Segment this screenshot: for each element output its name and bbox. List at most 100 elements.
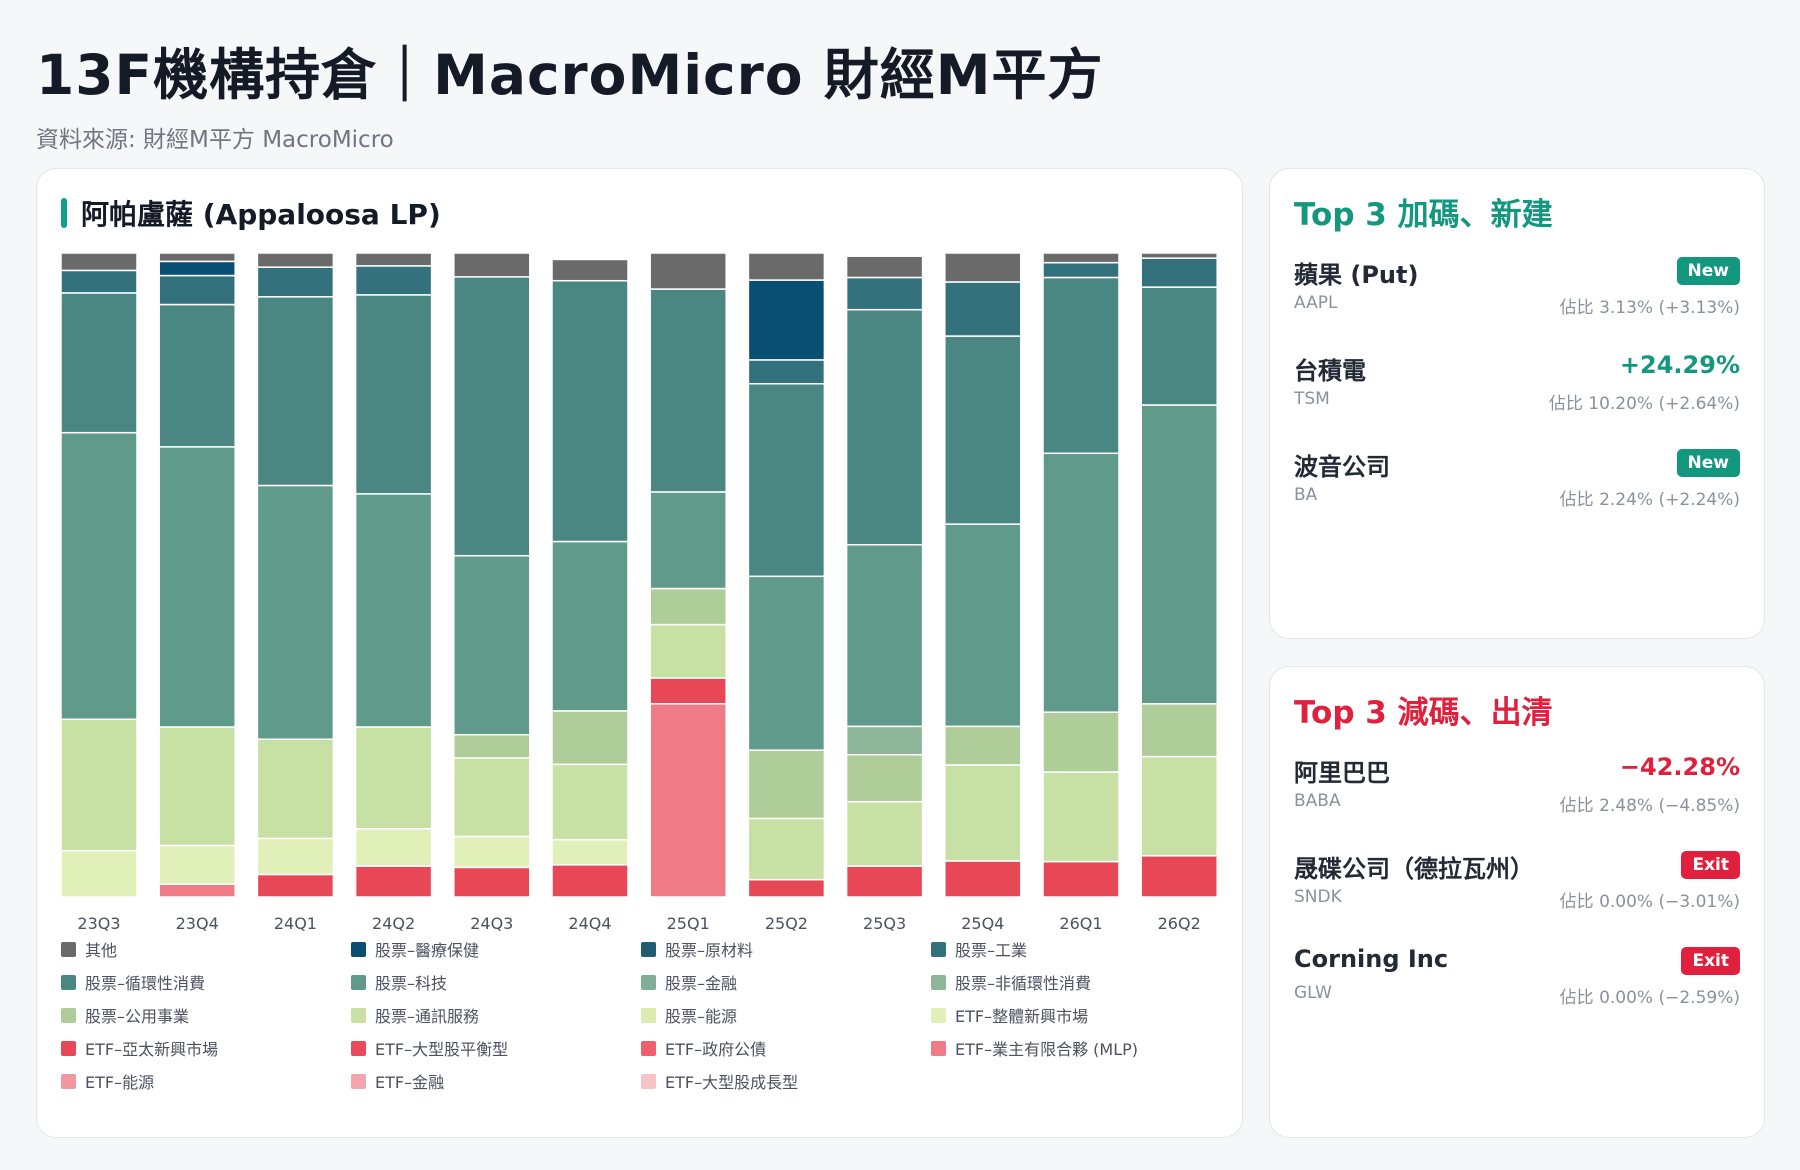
bar-segment[interactable] [845,800,924,867]
bar-segment[interactable] [1042,276,1120,455]
bar-segment[interactable] [845,308,924,546]
bar-segment[interactable] [1042,252,1120,264]
bar-segment[interactable] [944,764,1022,862]
bar-segment[interactable] [1042,860,1120,898]
bar-segment[interactable] [845,725,924,756]
bar-segment[interactable] [1042,452,1120,713]
bar-segment[interactable] [1042,711,1120,773]
bar-segment[interactable] [453,733,531,759]
bar-segment[interactable] [60,269,138,294]
bar-segment[interactable] [551,838,629,866]
legend-item[interactable]: 股票–能源 [641,1003,737,1027]
bar-segment[interactable] [747,817,826,881]
bar-segment[interactable] [354,827,433,867]
bar-segment[interactable] [649,703,727,898]
bar-segment[interactable] [1042,261,1120,279]
bar-segment[interactable] [158,883,236,898]
bar-segment[interactable] [453,835,531,869]
bar-segment[interactable] [551,258,629,282]
bar-segment[interactable] [60,849,138,898]
legend-item[interactable]: 股票–公用事業 [61,1003,189,1027]
legend-item[interactable]: 股票–循環性消費 [61,970,205,994]
legend-item[interactable]: 股票–原材料 [641,937,753,961]
bar-segment[interactable] [845,276,924,311]
holding-row[interactable]: 台積電 TSM 佔比 10.20% (+2.64%) +24.29% [1294,351,1740,421]
bar-segment[interactable] [256,266,335,298]
holding-row[interactable]: 阿里巴巴 BABA 佔比 2.48% (−4.85%) −42.28% [1294,753,1740,823]
bar-segment[interactable] [944,252,1022,283]
legend-item[interactable]: ETF–政府公債 [641,1036,766,1060]
bar-segment[interactable] [1140,755,1218,857]
bar-segment[interactable] [845,753,924,803]
bar-segment[interactable] [158,260,236,277]
legend-item[interactable]: ETF–業主有限合夥 (MLP) [931,1036,1138,1060]
bar-segment[interactable] [649,491,727,590]
legend-item[interactable]: 股票–科技 [351,970,447,994]
legend-item[interactable]: 股票–通訊服務 [351,1003,479,1027]
bar-segment[interactable] [551,763,629,841]
holding-row[interactable]: 波音公司 BA 佔比 2.24% (+2.24%) New [1294,447,1740,517]
bar-segment[interactable] [158,446,236,728]
bar-segment[interactable] [1140,703,1218,758]
bar-segment[interactable] [551,864,629,898]
bar-segment[interactable] [551,540,629,712]
legend-item[interactable]: 股票–非循環性消費 [931,970,1091,994]
bar-segment[interactable] [1140,286,1218,406]
bar-segment[interactable] [1140,257,1218,288]
bar-segment[interactable] [649,252,727,290]
bar-segment[interactable] [453,554,531,736]
legend-item[interactable]: 股票–醫療保健 [351,937,479,961]
bar-segment[interactable] [649,623,727,679]
bar-segment[interactable] [158,303,236,448]
bar-segment[interactable] [60,292,138,434]
bar-segment[interactable] [354,493,433,728]
bar-segment[interactable] [354,252,433,267]
legend-item[interactable]: 其他 [61,937,117,961]
bar-segment[interactable] [453,276,531,557]
legend-item[interactable]: ETF–大型股平衡型 [351,1036,508,1060]
legend-item[interactable]: ETF–金融 [351,1069,444,1093]
legend-item[interactable]: ETF–能源 [61,1069,154,1093]
bar-segment[interactable] [354,865,433,898]
bar-segment[interactable] [551,279,629,543]
bar-segment[interactable] [256,484,335,740]
bar-segment[interactable] [158,844,236,885]
bar-segment[interactable] [747,575,826,751]
bar-segment[interactable] [1140,404,1218,705]
bar-segment[interactable] [453,757,531,838]
legend-item[interactable]: ETF–大型股成長型 [641,1069,798,1093]
bar-segment[interactable] [453,866,531,898]
bar-segment[interactable] [354,294,433,495]
bar-segment[interactable] [60,431,138,721]
bar-segment[interactable] [1140,252,1218,259]
bar-segment[interactable] [453,252,531,278]
bar-segment[interactable] [944,335,1022,525]
bar-segment[interactable] [747,359,826,385]
bar-segment[interactable] [256,837,335,876]
bar-segment[interactable] [354,265,433,296]
bar-segment[interactable] [845,865,924,898]
bar-segment[interactable] [1042,771,1120,863]
bar-segment[interactable] [256,252,335,268]
bar-segment[interactable] [354,726,433,830]
bar-segment[interactable] [158,726,236,847]
bar-segment[interactable] [944,860,1022,898]
bar-segment[interactable] [845,255,924,279]
bar-segment[interactable] [747,279,826,361]
bar-segment[interactable] [256,873,335,898]
bar-segment[interactable] [1140,855,1218,898]
bar-segment[interactable] [158,252,236,263]
bar-segment[interactable] [60,718,138,852]
bar-segment[interactable] [649,587,727,626]
holding-row[interactable]: Corning Inc GLW 佔比 0.00% (−2.59%) Exit [1294,945,1740,1015]
bar-segment[interactable] [944,281,1022,337]
bar-segment[interactable] [60,252,138,272]
bar-segment[interactable] [649,288,727,493]
bar-segment[interactable] [747,252,826,281]
legend-item[interactable]: ETF–亞太新興市場 [61,1036,218,1060]
bar-segment[interactable] [256,738,335,840]
bar-segment[interactable] [551,710,629,766]
bar-segment[interactable] [944,523,1022,728]
bar-segment[interactable] [845,543,924,728]
bar-segment[interactable] [944,725,1022,766]
